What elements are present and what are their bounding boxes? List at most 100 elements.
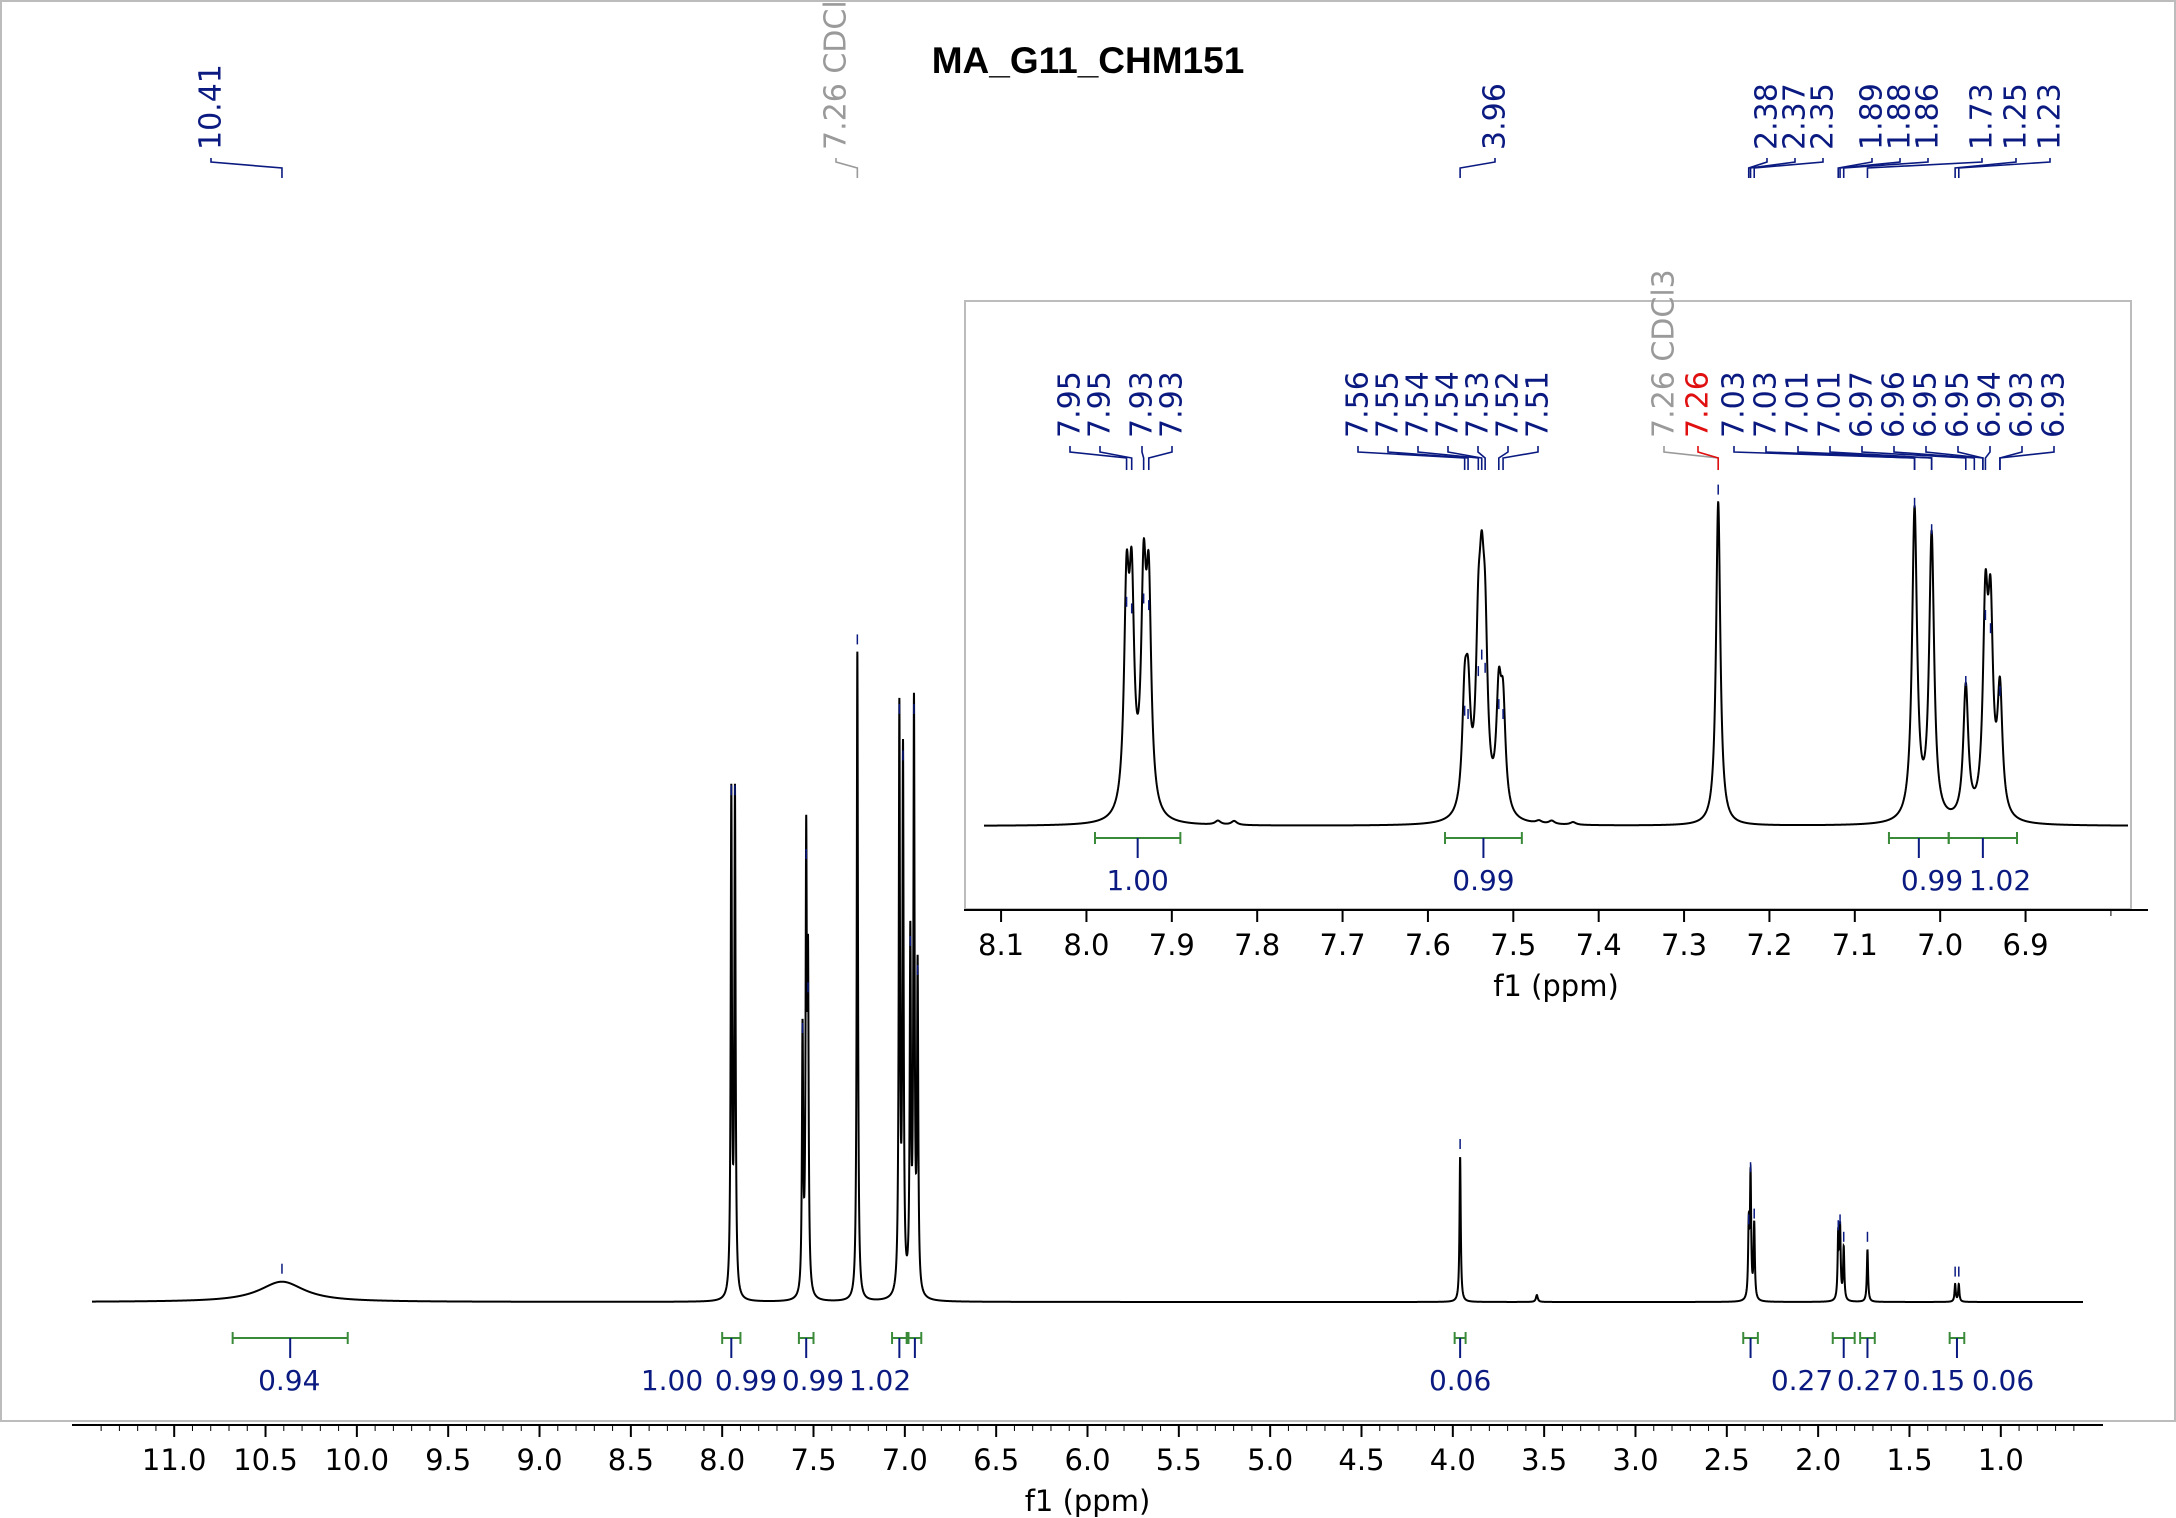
main-peak-label-connector (1866, 158, 1983, 178)
x-tick-label: 4.5 (1338, 1443, 1384, 1477)
integral-9 (1948, 1332, 1966, 1358)
inset-peak-label-connector (1069, 446, 1128, 470)
inset-peak-label: 6.95 (1909, 371, 1944, 438)
x-tick-label: 7.6 (1405, 928, 1451, 962)
inset-peak-label: 7.93 (1125, 371, 1160, 438)
main-spectrum-trace (92, 651, 2083, 1303)
x-tick-label: 1.0 (1978, 1443, 2024, 1477)
main-peak-label-connector (1753, 158, 1824, 178)
inset-peak-label: 6.96 (1877, 371, 1912, 438)
x-tick-label: 7.8 (1234, 928, 1280, 962)
inset-peak-label-connector (1697, 446, 1720, 470)
main-peak-label-connector (210, 158, 283, 178)
inset-peak-label: 7.51 (1521, 371, 1556, 438)
integral-3 (891, 1332, 908, 1358)
inset-peak-label: 7.56 (1341, 371, 1376, 438)
integral-label: 1.02 (849, 1364, 911, 1397)
integral-label: 0.94 (258, 1364, 320, 1397)
inset-peak-label-connector (1357, 446, 1466, 470)
x-tick-label: 3.0 (1612, 1443, 1658, 1477)
integral-2 (797, 1332, 815, 1358)
inset-peak-label-connector (1957, 446, 1984, 470)
inset-peak-label-connector (1765, 446, 1916, 470)
integral-7 (1831, 1332, 1856, 1358)
x-tick-label: 6.9 (2002, 928, 2048, 962)
chart-title: MA_G11_CHM151 (931, 40, 1245, 81)
x-tick-label: 10.5 (233, 1443, 298, 1477)
inset-peak-label: 6.93 (2037, 371, 2072, 438)
inset-peak-label: 7.01 (1781, 371, 1816, 438)
inset-peak-label: 7.95 (1053, 371, 1088, 438)
inset-peak-label: 6.93 (2005, 371, 2040, 438)
integral-1 (721, 1332, 742, 1358)
main-peak-label-connector (1954, 158, 2017, 178)
main-peak-label: 2.35 (1806, 83, 1841, 150)
main-peak-label: 1.89 (1855, 83, 1890, 150)
inset-peak-label-connector (1829, 446, 1933, 470)
integral-label: 0.06 (1972, 1364, 2034, 1397)
main-peak-label-connector (1749, 158, 1796, 178)
inset-peak-label-connector (1477, 446, 1486, 470)
main-peak-label-connector (1747, 158, 1768, 178)
inset-peak-label: 7.26 CDCl3 (1647, 269, 1682, 438)
inset-peak-label-connector (1663, 446, 1720, 470)
x-tick-label: 7.9 (1149, 928, 1195, 962)
inset-peak-label-connector (1502, 446, 1539, 470)
inset-peak-label: 7.55 (1371, 371, 1406, 438)
integral-0 (1093, 832, 1182, 858)
x-tick-label: 7.0 (882, 1443, 928, 1477)
integral-label: 0.15 (1903, 1364, 1965, 1397)
main-peak-label: 1.25 (1999, 83, 2034, 150)
inset-peak-label-connector (1387, 446, 1469, 470)
inset-peak-label: 7.93 (1155, 371, 1190, 438)
integral-0 (231, 1332, 349, 1358)
x-tick-label: 6.5 (973, 1443, 1019, 1477)
integral-label: 1.00 (1106, 864, 1168, 897)
x-tick-label: 8.0 (1063, 928, 1109, 962)
main-peak-label: 1.23 (2033, 83, 2068, 150)
main-peak-label: 3.96 (1478, 83, 1513, 150)
x-tick-label: 7.7 (1320, 928, 1366, 962)
integral-label: 0.99 (715, 1364, 777, 1397)
main-peak-label: 10.41 (194, 64, 229, 150)
integral-label: 0.06 (1429, 1364, 1491, 1397)
x-tick-label: 5.0 (1247, 1443, 1293, 1477)
x-tick-label: 7.5 (790, 1443, 836, 1477)
inset-peak-label-connector (1999, 446, 2055, 470)
inset-peak-label-connector (1099, 446, 1133, 470)
inset-peak-label: 7.95 (1083, 371, 1118, 438)
x-tick-label: 8.5 (608, 1443, 654, 1477)
integral-label: 0.99 (782, 1364, 844, 1397)
integral-label: 0.27 (1837, 1364, 1899, 1397)
inset-peak-label-connector (1984, 446, 1991, 470)
main-peak-label-connector (1957, 158, 2051, 178)
inset-peak-label-connector (1147, 446, 1173, 470)
integral-4 (907, 1332, 923, 1358)
inset-peak-label: 7.54 (1431, 371, 1466, 438)
integral-label: 1.00 (641, 1364, 703, 1397)
inset-peak-label: 6.97 (1845, 371, 1880, 438)
integral-label: 1.02 (1969, 864, 2031, 897)
x-tick-label: 2.0 (1795, 1443, 1841, 1477)
main-peak-label: 7.26 CDCl3 (819, 0, 854, 150)
x-tick-label: 7.4 (1576, 928, 1622, 962)
inset-peak-label: 6.94 (1973, 371, 2008, 438)
inset-peak-label-connector (1893, 446, 1976, 470)
main-peak-label: 2.38 (1750, 83, 1785, 150)
integral-1 (1444, 832, 1523, 858)
x-tick-label: 9.0 (516, 1443, 562, 1477)
x-tick-label: 11.0 (142, 1443, 207, 1477)
x-tick-label: 8.1 (978, 928, 1024, 962)
inset-peak-label: 7.53 (1461, 371, 1496, 438)
inset-peak-label-connector (1417, 446, 1480, 470)
main-peak-label-connector (1839, 158, 1901, 178)
main-peak-label-connector (1842, 158, 1929, 178)
x-tick-label: 10.0 (325, 1443, 390, 1477)
integral-label: 0.27 (1771, 1364, 1833, 1397)
main-peak-label-connector (1459, 158, 1496, 178)
x-tick-label: 2.5 (1704, 1443, 1750, 1477)
inset-peak-label-connector (1447, 446, 1483, 470)
